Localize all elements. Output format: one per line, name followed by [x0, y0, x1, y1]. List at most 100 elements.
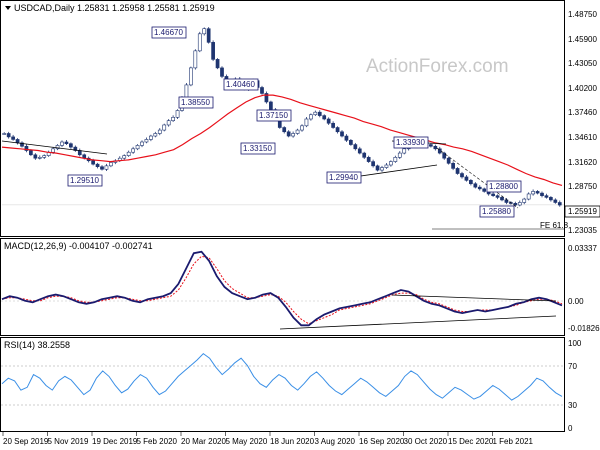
candle-body	[282, 127, 287, 133]
macd-tick-1: 0.03337	[568, 244, 597, 253]
candle-body	[211, 42, 215, 60]
rsi-tick-70: 70	[568, 362, 577, 371]
candle-body	[309, 114, 313, 120]
macd-line	[1, 250, 563, 327]
candle-body	[215, 59, 220, 69]
candle-body	[60, 141, 64, 146]
candle-body	[189, 67, 193, 86]
x-tick-label: 16 Sep 2020	[359, 437, 405, 446]
candle-body	[29, 150, 33, 156]
candle-body	[317, 111, 322, 116]
candle-body	[460, 173, 464, 178]
candle-body	[455, 168, 460, 174]
price-tick-3: 1.43050	[568, 59, 597, 68]
candle-body	[380, 167, 384, 171]
candle-body	[375, 165, 380, 171]
candle-body	[331, 122, 335, 128]
candle-body	[69, 143, 73, 148]
candle-body	[451, 162, 455, 169]
x-tick-label: 20 Sep 2019	[3, 437, 49, 446]
price-pane-frame	[0, 0, 565, 237]
price-tick-8: 1.28750	[568, 182, 597, 191]
candle-body	[531, 191, 535, 195]
candle-body	[344, 135, 349, 141]
candle-body	[149, 135, 153, 140]
candle-body	[202, 28, 207, 35]
candle-body	[64, 141, 69, 145]
candle-body	[335, 127, 340, 133]
candle-body	[2, 133, 7, 135]
candle-body	[397, 152, 402, 158]
price-pane-title: USDCAD,Daily 1.25831 1.25958 1.25581 1.2…	[14, 3, 215, 13]
price-tick-7: 1.31620	[568, 158, 597, 167]
last-price-label: 1.25919	[568, 207, 597, 216]
price-label-5: 1.33150	[243, 144, 272, 153]
price-label-box-3	[223, 78, 259, 91]
x-tick-label: 18 Jun 2020	[270, 437, 315, 446]
watermark: ActionForex.com	[366, 56, 509, 77]
candle-body	[340, 131, 344, 137]
candle-body	[540, 192, 544, 196]
candle-body	[517, 202, 522, 206]
candle-body	[549, 197, 553, 201]
moving-average-line	[1, 94, 563, 186]
candle-body	[504, 199, 509, 203]
dropdown-arrow-icon[interactable]	[5, 6, 11, 10]
candle-body	[557, 202, 562, 206]
candle-body	[269, 101, 273, 110]
candle-body	[473, 183, 478, 188]
candle-body	[135, 145, 140, 150]
price-label-2: 1.38550	[181, 98, 210, 107]
candle-body	[37, 157, 42, 159]
candle-body	[362, 152, 367, 158]
candle-body	[366, 157, 371, 162]
candle-body	[153, 133, 158, 137]
trendline-4	[436, 147, 519, 209]
candle-body	[326, 118, 331, 124]
rsi-pane-frame	[0, 337, 565, 432]
price-tick-4: 1.40200	[568, 84, 597, 93]
candle-body	[206, 28, 211, 43]
candle-body	[140, 141, 144, 146]
rsi-pane-title: RSI(14) 38.2558	[4, 340, 70, 350]
price-label-box-10	[479, 205, 515, 218]
rsi-line	[1, 352, 563, 401]
candle-body	[171, 116, 175, 122]
fe-annotation: FE 61.8	[540, 221, 569, 230]
candle-body	[184, 84, 189, 99]
price-label-3: 1.40460	[226, 80, 255, 89]
candle-body	[544, 195, 549, 198]
x-tick-label: 1 Feb 2021	[493, 437, 534, 446]
price-label-box-8	[326, 171, 362, 184]
candle-body	[51, 148, 55, 153]
price-label-1: 1.46670	[154, 28, 183, 37]
candle-body	[144, 139, 149, 143]
candle-body	[464, 176, 469, 181]
candle-body	[371, 161, 375, 167]
candle-body	[73, 146, 78, 151]
candle-body	[193, 50, 198, 69]
price-tick-5: 1.37460	[568, 108, 597, 117]
candle-body	[304, 118, 309, 127]
price-label-box-6	[67, 174, 103, 187]
x-tick-label: 15 Dec 2020	[448, 437, 494, 446]
x-tick-label: 19 Dec 2019	[92, 437, 138, 446]
price-label-6: 1.29510	[70, 176, 99, 185]
candle-body	[42, 155, 47, 158]
rsi-tick-30: 30	[568, 401, 577, 410]
candle-body	[553, 199, 558, 203]
x-tick-label: 30 Oct 2020	[404, 437, 448, 446]
candle-body	[469, 180, 473, 185]
candle-body	[197, 33, 202, 52]
price-label-8: 1.29940	[329, 173, 358, 182]
price-tick-10: 1.23035	[568, 226, 597, 235]
price-label-box-2	[178, 96, 214, 109]
candle-body	[91, 160, 95, 165]
macd-trendline-upper	[391, 294, 557, 302]
candle-body	[393, 157, 398, 162]
price-label-10: 1.25880	[482, 207, 511, 216]
trendline-1	[1, 140, 108, 155]
x-axis: 20 Sep 2019 5 Nov 2019 19 Dec 2019 5 Feb 20…	[2, 432, 534, 446]
rsi-tick-0: 0	[568, 424, 573, 433]
